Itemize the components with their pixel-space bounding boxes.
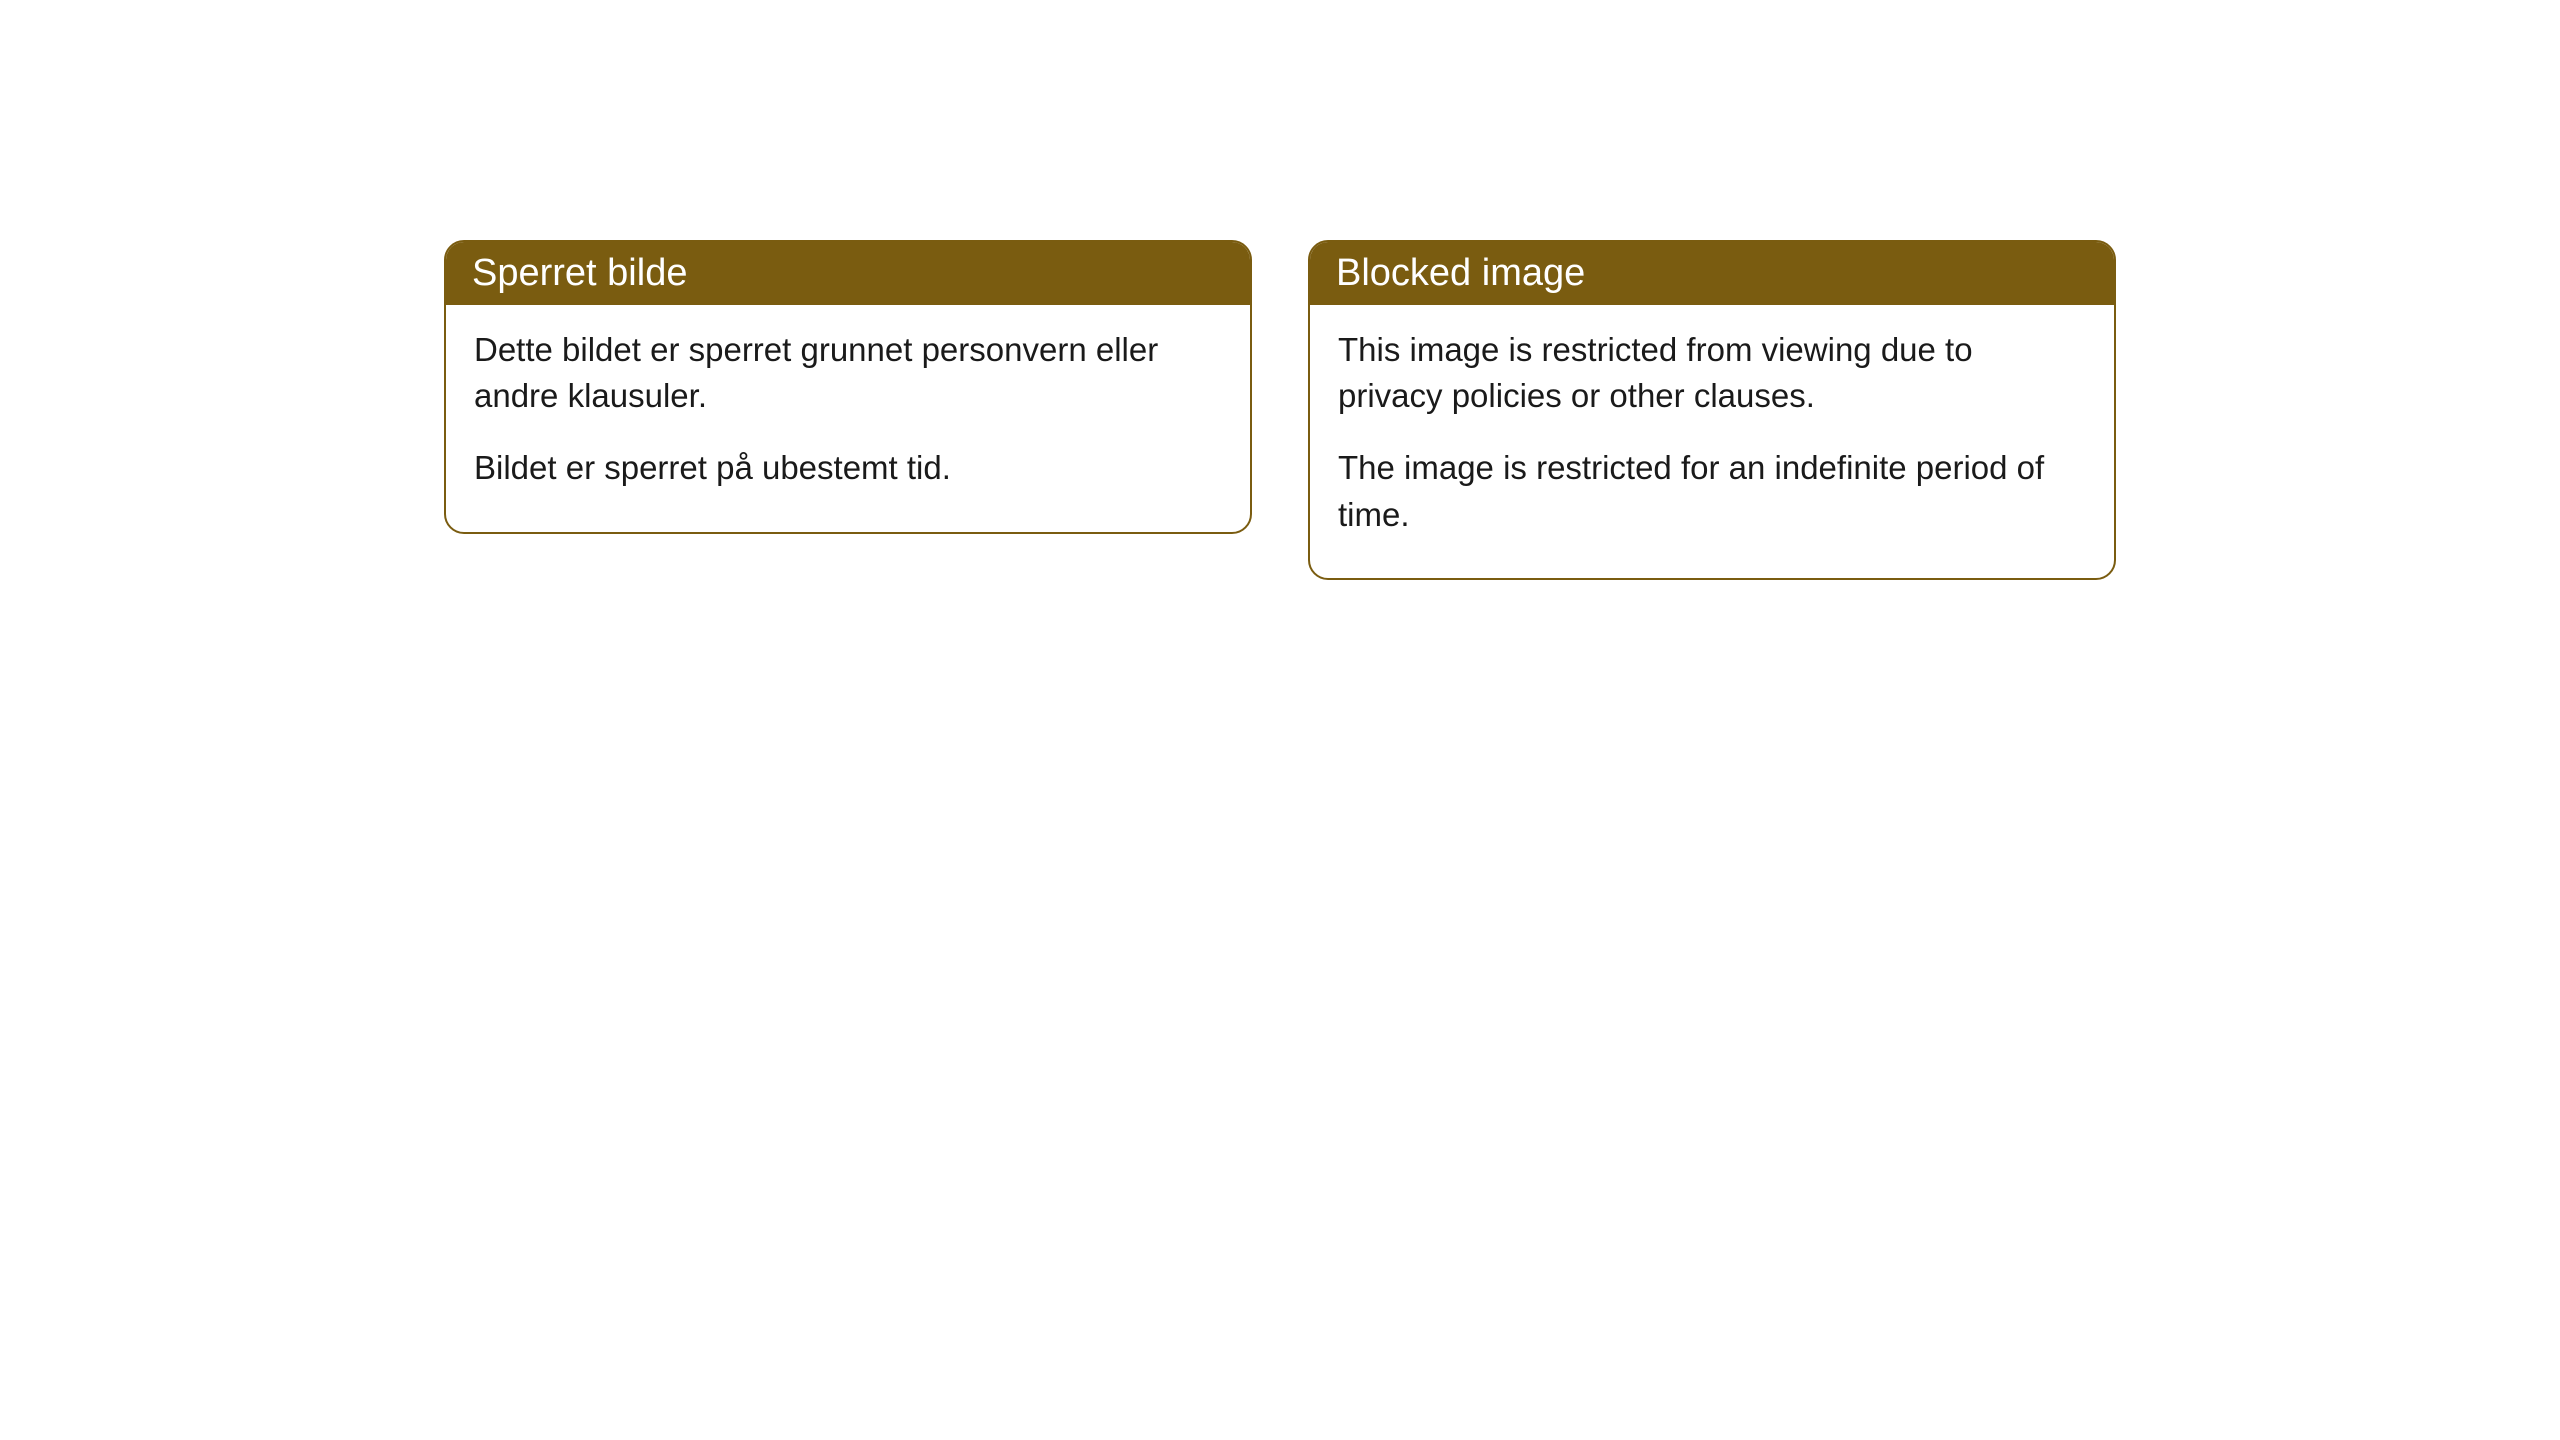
card-header-english: Blocked image xyxy=(1310,242,2114,305)
blocked-image-card-norwegian: Sperret bilde Dette bildet er sperret gr… xyxy=(444,240,1252,534)
card-header-norwegian: Sperret bilde xyxy=(446,242,1250,305)
card-text-line1: This image is restricted from viewing du… xyxy=(1338,327,2086,419)
card-text-line2: Bildet er sperret på ubestemt tid. xyxy=(474,445,1222,491)
card-body-norwegian: Dette bildet er sperret grunnet personve… xyxy=(446,305,1250,532)
card-text-line2: The image is restricted for an indefinit… xyxy=(1338,445,2086,537)
card-body-english: This image is restricted from viewing du… xyxy=(1310,305,2114,578)
blocked-image-card-english: Blocked image This image is restricted f… xyxy=(1308,240,2116,580)
card-text-line1: Dette bildet er sperret grunnet personve… xyxy=(474,327,1222,419)
